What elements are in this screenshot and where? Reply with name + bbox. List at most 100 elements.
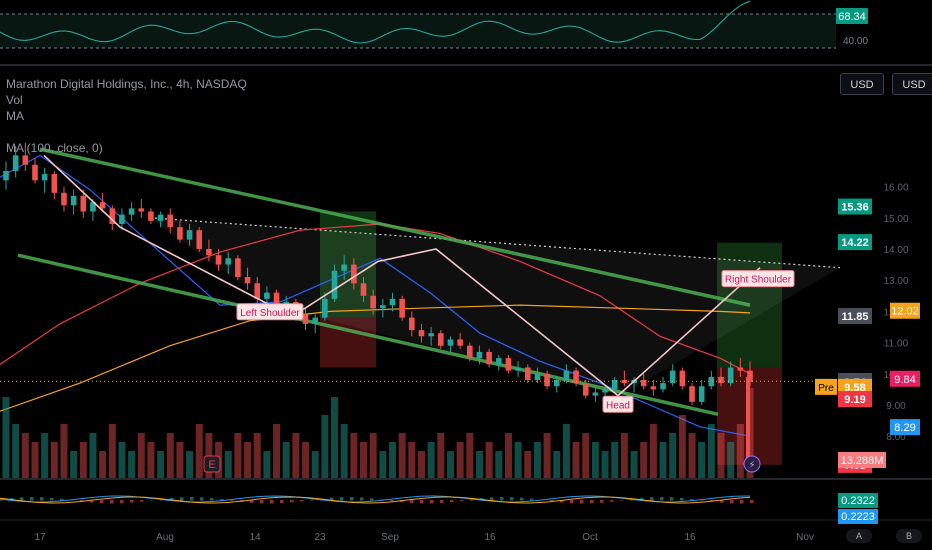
macd-hist-bar [200, 497, 204, 501]
candle-body [235, 258, 241, 278]
neckline[interactable] [149, 217, 841, 269]
auto-scale-badge[interactable]: A [846, 529, 872, 543]
volume-bar [514, 442, 522, 478]
candle-body [99, 202, 106, 209]
candle-body [418, 330, 425, 337]
macd-hist-bar [250, 500, 254, 503]
macd-hist-bar [560, 500, 564, 503]
macd-pane: 0.2322 0.2223 [0, 493, 878, 524]
price-tag-5[interactable] [838, 378, 872, 395]
left-shoulder-label-box[interactable] [236, 303, 304, 321]
macd-hist-bar [680, 497, 684, 501]
volume-bar [31, 442, 39, 478]
volume-bar [601, 451, 609, 478]
hs-zigzag[interactable] [43, 154, 761, 397]
volume-bar [620, 433, 628, 478]
volume-bar [475, 451, 483, 478]
currency-button-1[interactable]: USD [840, 73, 884, 95]
macd-hist-bar [670, 497, 674, 501]
macd-hist-bar [310, 499, 314, 501]
right-shoulder-label-box[interactable] [721, 270, 795, 288]
volume-bar [466, 433, 474, 478]
volume-bar [50, 442, 58, 478]
time-axis[interactable]: 17 Aug 14 23 Sep 16 Oct 16 Nov [34, 532, 813, 543]
macd-hist-bar [210, 498, 214, 501]
head-label-box[interactable] [602, 395, 634, 413]
vol-legend[interactable]: Vol [6, 93, 23, 107]
candle-body [360, 283, 367, 296]
macd-hist-bar [460, 500, 464, 501]
pre-market-tag[interactable] [815, 378, 837, 395]
volume-bar [118, 442, 126, 478]
log-scale-badge[interactable]: B [896, 529, 922, 543]
volume-bar [369, 433, 377, 478]
volume-bar [157, 451, 165, 478]
candle-body [438, 333, 444, 346]
volume-bar [147, 442, 155, 478]
volume-bar [70, 451, 78, 478]
volume-bar [688, 433, 696, 478]
ma100-legend[interactable]: MA (100, close, 0) [6, 141, 103, 155]
candle-body [650, 386, 657, 390]
candle-body [119, 214, 125, 224]
x-tick-label: 16 [484, 532, 496, 543]
candle-body [167, 214, 174, 228]
volume-bar [282, 442, 290, 478]
macd-hist-bar [420, 500, 424, 504]
price-tag-2[interactable] [838, 308, 872, 325]
macd-hist-bar [520, 497, 524, 501]
macd-hist-bar [490, 497, 494, 501]
candle-body [727, 367, 734, 384]
currency-button-2[interactable]: USD [892, 73, 932, 95]
volume-bar [727, 442, 735, 478]
candle-body [312, 317, 318, 324]
x-tick-label: Nov [796, 532, 814, 543]
macd-hist-bar [120, 500, 124, 504]
macd-value-tag-1 [838, 509, 878, 524]
right-tag-2[interactable] [890, 419, 920, 436]
price-axis[interactable]: 16.0015.0014.0013.0012.0011.0010.009.008… [815, 183, 920, 473]
volume-bar [485, 442, 493, 478]
channel-upper[interactable] [39, 147, 751, 307]
volume-bar [99, 451, 107, 478]
macd-hist-bar [470, 499, 474, 501]
candle-body [708, 376, 715, 387]
y-tick-label: 16.00 [883, 183, 908, 194]
candle-body [534, 373, 541, 380]
volume-bar [707, 424, 715, 478]
price-tag-6[interactable] [838, 391, 872, 408]
right-tag-text: 12.02 [891, 306, 919, 318]
volume-tag[interactable] [838, 452, 886, 468]
head-shoulders-pattern[interactable]: Left Shoulder Head Right Shoulder [43, 154, 795, 413]
descending-channel[interactable] [17, 147, 751, 417]
last-candle-spike [746, 376, 750, 462]
x-tick-label: 14 [249, 532, 261, 543]
candle-body [273, 292, 280, 312]
macd-hist-bar [590, 500, 594, 504]
y-tick-label: 13.00 [883, 276, 908, 287]
earnings-icon[interactable] [203, 455, 221, 473]
candle-body [3, 170, 9, 181]
macd-hist-bar [80, 500, 84, 502]
right-tag-1[interactable] [890, 370, 920, 387]
price-tag-0[interactable] [838, 198, 872, 215]
x-tick-label: Aug [156, 532, 174, 543]
macd-hist-bar [130, 500, 134, 503]
macd-hist-bar [430, 500, 434, 504]
channel-lower[interactable] [17, 253, 719, 417]
macd-value: 0.2322 [841, 495, 875, 507]
candle-body [737, 367, 744, 371]
price-tag-text: 9.19 [844, 394, 865, 406]
x-tick-label: Sep [381, 532, 399, 543]
candle-body [428, 333, 434, 337]
volume-bar [398, 433, 406, 478]
volume-bar [446, 451, 454, 478]
candle-body [563, 370, 570, 380]
price-tag-1[interactable] [838, 234, 872, 251]
right-tag-0[interactable] [890, 302, 920, 319]
lightning-icon[interactable] [743, 455, 761, 473]
ma-orange-line[interactable] [0, 304, 751, 412]
ma-legend[interactable]: MA [6, 109, 24, 123]
candle-body [640, 380, 647, 387]
